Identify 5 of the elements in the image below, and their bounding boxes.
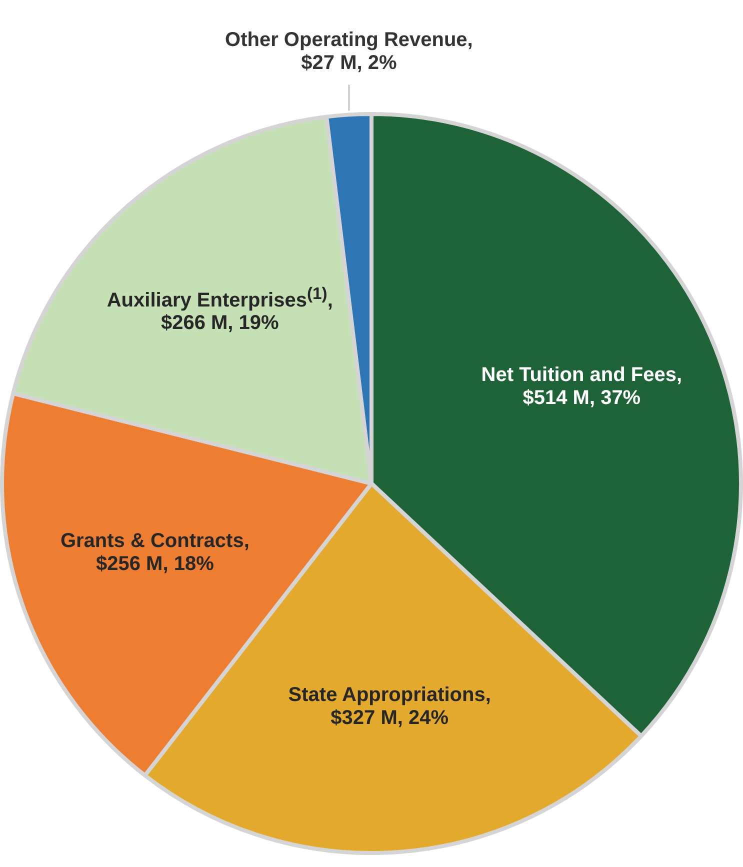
slice-label: Net Tuition and Fees, $514 M, 37% xyxy=(481,364,682,410)
slice-label: Other Operating Revenue, $27 M, 2% xyxy=(225,28,473,75)
slice-label: Grants & Contracts, $256 M, 18% xyxy=(60,530,250,576)
slice-label: State Appropriations, $327 M, 24% xyxy=(288,684,491,730)
slice-label: Auxiliary Enterprises$^{(1)}$ xyxy=(106,284,328,312)
